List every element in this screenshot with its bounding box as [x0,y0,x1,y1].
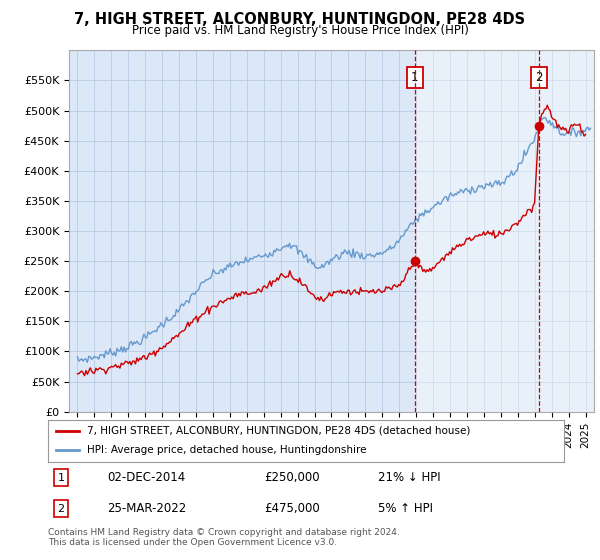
Bar [415,50,594,412]
Text: 25-MAR-2022: 25-MAR-2022 [107,502,187,515]
Text: £475,000: £475,000 [265,502,320,515]
Text: 2: 2 [535,71,542,84]
Text: 5% ↑ HPI: 5% ↑ HPI [378,502,433,515]
Text: 1: 1 [411,71,419,84]
Text: Contains HM Land Registry data © Crown copyright and database right 2024.
This d: Contains HM Land Registry data © Crown c… [48,528,400,547]
Text: 21% ↓ HPI: 21% ↓ HPI [378,471,441,484]
Text: £250,000: £250,000 [265,471,320,484]
Text: HPI: Average price, detached house, Huntingdonshire: HPI: Average price, detached house, Hunt… [86,445,366,455]
Text: 7, HIGH STREET, ALCONBURY, HUNTINGDON, PE28 4DS (detached house): 7, HIGH STREET, ALCONBURY, HUNTINGDON, P… [86,426,470,436]
Text: 2: 2 [58,504,64,514]
Text: 1: 1 [58,473,64,483]
Text: 7, HIGH STREET, ALCONBURY, HUNTINGDON, PE28 4DS: 7, HIGH STREET, ALCONBURY, HUNTINGDON, P… [74,12,526,27]
Text: 02-DEC-2014: 02-DEC-2014 [107,471,185,484]
Text: Price paid vs. HM Land Registry's House Price Index (HPI): Price paid vs. HM Land Registry's House … [131,24,469,36]
